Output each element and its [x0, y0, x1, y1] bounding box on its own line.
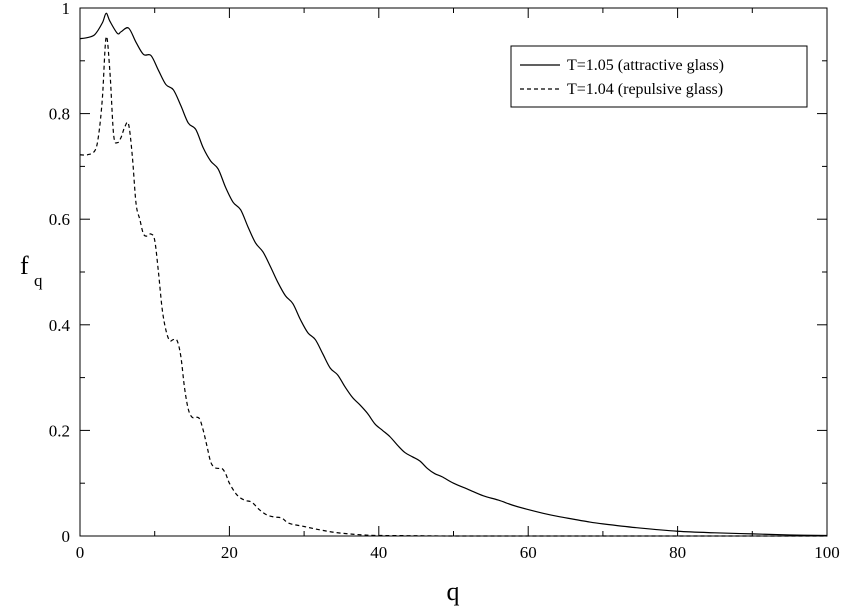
- series-line-repulsive-glass: [79, 35, 827, 537]
- y-tick-label: 1: [62, 0, 71, 18]
- y-tick-label: 0.8: [49, 105, 70, 124]
- series-layer: [79, 12, 828, 537]
- y-tick-label: 0.6: [49, 210, 70, 229]
- x-tick-label: 40: [370, 543, 387, 562]
- x-tick-label: 80: [669, 543, 686, 562]
- y-axis-label-main: f: [20, 251, 29, 280]
- y-tick-label: 0.4: [49, 316, 71, 335]
- x-tick-label: 20: [221, 543, 238, 562]
- x-tick-label: 60: [520, 543, 537, 562]
- y-axis-label-sub: q: [34, 271, 43, 290]
- y-tick-label: 0.2: [49, 421, 70, 440]
- legend-label-attractive: T=1.05 (attractive glass): [567, 57, 724, 74]
- legend-box: [510, 45, 808, 108]
- series-line-attractive-glass: [79, 12, 828, 537]
- legend-label-repulsive: T=1.04 (repulsive glass): [567, 81, 723, 98]
- x-tick-label: 100: [814, 543, 840, 562]
- tick-labels: 0 20 40 60 80 100 0 0.2 0.4 0.6 0.8 1: [49, 0, 840, 562]
- x-tick-label: 0: [76, 543, 85, 562]
- legend: T=1.05 (attractive glass) T=1.04 (repuls…: [510, 45, 808, 108]
- x-axis-label: q: [447, 577, 460, 606]
- y-tick-label: 0: [62, 527, 71, 546]
